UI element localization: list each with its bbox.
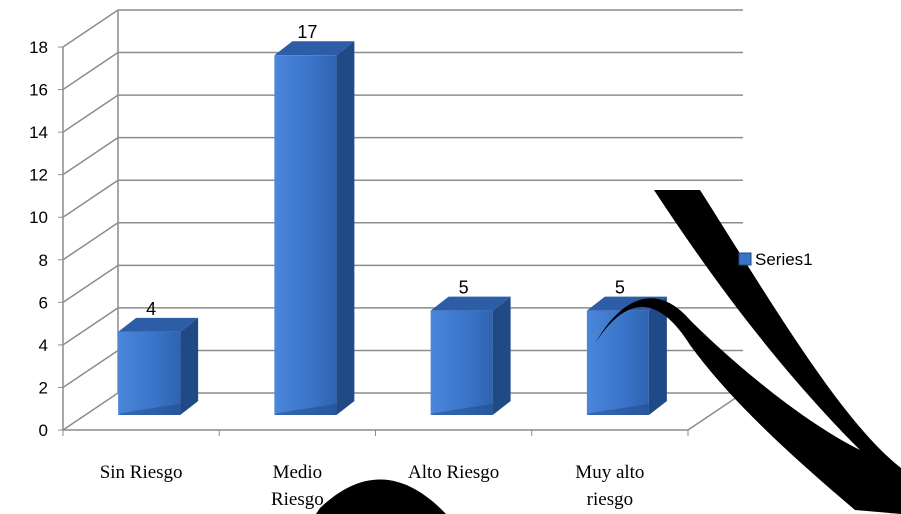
bar-side <box>648 296 667 415</box>
bar-top <box>430 296 511 311</box>
gridline-diagonal <box>62 349 119 389</box>
bar-side <box>180 317 199 415</box>
bar-side <box>492 296 511 415</box>
watermark-curve-lower <box>316 479 446 514</box>
y-tick-label: 4 <box>39 336 48 355</box>
gridline-diagonal <box>62 179 119 218</box>
y-tick-label: 14 <box>29 123 48 142</box>
y-tick-label: 10 <box>29 208 48 227</box>
x-tick-label: Muy alto <box>575 462 644 483</box>
gridline-diagonal <box>62 9 119 48</box>
gridline-diagonal <box>62 392 119 431</box>
y-tick-label: 16 <box>29 81 48 100</box>
legend-swatch-series1 <box>738 252 752 266</box>
bar-4 <box>586 296 667 415</box>
bar-base <box>274 400 355 415</box>
y-tick-label: 12 <box>29 166 48 185</box>
labels: 0 2 4 6 8 10 12 14 16 18 4 Sin Riesgo 17 Medio Riesgo 5… <box>29 22 644 510</box>
x-tick-label: riesgo <box>587 489 633 510</box>
x-tick-label: Riesgo <box>271 489 324 510</box>
bar-top <box>118 317 199 332</box>
bar-2 <box>274 41 355 416</box>
bar-1 <box>118 317 199 415</box>
watermark <box>316 190 901 514</box>
x-tick-label: Medio <box>273 462 323 483</box>
bar-side <box>336 41 355 415</box>
y-tick-label: 8 <box>39 251 48 270</box>
y-tick-label: 6 <box>39 293 48 312</box>
bar-3 <box>430 296 511 415</box>
data-label: 4 <box>146 299 156 319</box>
data-label: 5 <box>615 278 625 298</box>
data-label: 17 <box>297 22 317 42</box>
gridline-diagonal <box>62 307 119 346</box>
y-tick-label: 0 <box>39 421 48 440</box>
gridline-diagonal <box>62 137 119 176</box>
bar-front <box>118 331 181 415</box>
bar-front <box>430 310 493 415</box>
axes <box>58 46 689 436</box>
bar-base <box>430 400 511 415</box>
bar-front <box>274 55 337 416</box>
x-tick-label: Sin Riesgo <box>100 462 183 483</box>
data-label: 5 <box>459 278 469 298</box>
bars <box>118 41 667 416</box>
bar-top <box>274 41 355 56</box>
x-tick-label: Alto Riesgo <box>408 462 499 483</box>
gridlines <box>62 9 744 431</box>
bar-base <box>586 400 667 415</box>
y-tick-label: 2 <box>39 378 48 397</box>
bar-base <box>118 400 199 415</box>
watermark-curve <box>596 190 901 514</box>
gridline-diagonal <box>62 222 119 261</box>
bar-front <box>586 310 649 415</box>
gridline-diagonal <box>62 264 119 303</box>
legend: Series1 <box>738 250 813 269</box>
gridline-diagonal <box>62 94 119 133</box>
legend-label-series1: Series1 <box>755 250 813 269</box>
gridline-diagonal <box>62 51 119 91</box>
floor-right-edge <box>687 392 744 431</box>
y-tick-label: 18 <box>29 38 48 57</box>
